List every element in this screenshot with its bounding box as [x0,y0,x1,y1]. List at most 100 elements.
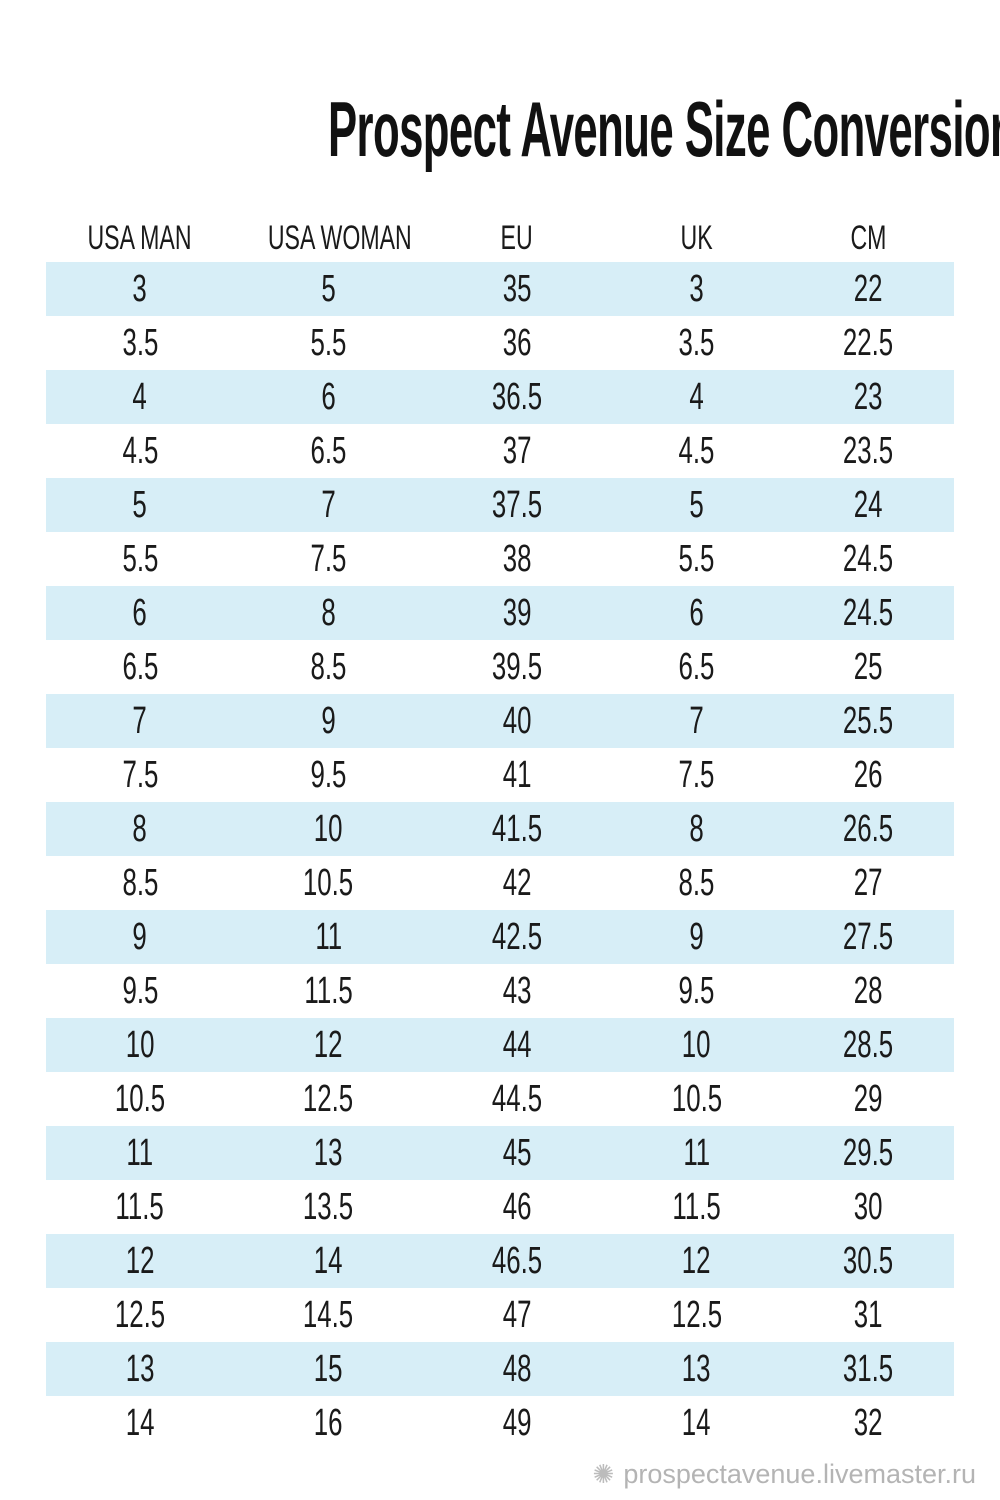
table-row: 12 14 46.5 12 30.5 [46,1234,954,1288]
table-cell: 27 [853,862,883,904]
table-cell: 29.5 [843,1132,894,1174]
table-cell: 26 [853,754,883,796]
column-header-cm: CM [850,219,887,257]
column-header-uk: UK [680,219,713,257]
table-cell: 39 [502,592,532,634]
table-cell: 8.5 [122,862,158,904]
table-cell: 25 [853,646,883,688]
table-cell: 10 [125,1024,155,1066]
table-cell: 9.5 [310,754,347,796]
table-cell: 11.5 [672,1186,721,1228]
table-cell: 13 [313,1132,343,1174]
column-header-usa-man: USA MAN [87,219,193,257]
table-cell: 35 [502,268,532,310]
table-cell: 6.5 [678,646,715,688]
table-cell: 40 [502,700,532,742]
table-cell: 45 [502,1132,532,1174]
table-cell: 24.5 [843,538,894,580]
table-cell: 7 [689,700,704,742]
table-cell: 6 [689,592,704,634]
table-cell: 8.5 [678,862,715,904]
table-cell: 10.5 [114,1078,166,1120]
table-cell: 5 [132,484,148,526]
table-header-row: USA MAN USA WOMAN EU UK CM [46,215,954,262]
table-cell: 7.5 [122,754,158,796]
table-cell: 30.5 [843,1240,894,1282]
table-cell: 31 [853,1294,883,1336]
table-cell: 7.5 [678,754,715,796]
table-cell: 13 [125,1348,155,1390]
table-row: 3.5 5.5 36 3.5 22.5 [46,316,954,370]
table-row: 5.5 7.5 38 5.5 24.5 [46,532,954,586]
table-row: 10 12 44 10 28.5 [46,1018,954,1072]
table-row: 11.5 13.5 46 11.5 30 [46,1180,954,1234]
table-cell: 8 [132,808,148,850]
table-cell: 27.5 [843,916,894,958]
table-cell: 5.5 [122,538,158,580]
table-cell: 24 [853,484,883,526]
table-cell: 9.5 [678,970,715,1012]
table-cell: 22 [853,268,883,310]
table-cell: 37 [502,430,532,472]
table-cell: 8 [689,808,704,850]
table-row: 13 15 48 13 31.5 [46,1342,954,1396]
table-cell: 4.5 [678,430,715,472]
table-row: 5 7 37.5 5 24 [46,478,954,532]
table-cell: 22.5 [843,322,894,364]
table-cell: 9.5 [122,970,158,1012]
table-cell: 38 [502,538,532,580]
table-cell: 10 [313,808,343,850]
table-cell: 49 [502,1402,532,1444]
table-cell: 16 [313,1402,343,1444]
table-cell: 23.5 [843,430,894,472]
table-cell: 5.5 [310,322,347,364]
table-cell: 15 [313,1348,343,1390]
table-row: 9 11 42.5 9 27.5 [46,910,954,964]
table-row: 8 10 41.5 8 26.5 [46,802,954,856]
table-cell: 36 [502,322,532,364]
table-cell: 6.5 [122,646,158,688]
column-header-usa-woman: USA WOMAN [267,219,412,257]
table-cell: 10.5 [303,862,354,904]
table-cell: 46 [502,1186,532,1228]
table-cell: 12 [682,1240,711,1282]
table-cell: 7.5 [310,538,347,580]
table-cell: 44 [502,1024,532,1066]
table-cell: 10 [682,1024,711,1066]
table-cell: 12.5 [114,1294,166,1336]
table-row: 8.5 10.5 42 8.5 27 [46,856,954,910]
size-conversion-table: USA MAN USA WOMAN EU UK CM 3 5 35 [46,215,954,1450]
table-cell: 8 [321,592,336,634]
table-cell: 10.5 [671,1078,722,1120]
table-cell: 31.5 [843,1348,894,1390]
table-cell: 14.5 [303,1294,354,1336]
table-cell: 29 [853,1078,883,1120]
table-cell: 11.5 [304,970,353,1012]
table-cell: 14 [682,1402,711,1444]
watermark: ✺ prospectavenue.livemaster.ru [593,1458,976,1490]
watermark-text: prospectavenue.livemaster.ru [623,1459,976,1489]
size-conversion-table-container: USA MAN USA WOMAN EU UK CM 3 5 35 [46,215,954,1450]
table-cell: 41 [502,754,532,796]
table-cell: 11 [314,916,342,958]
table-cell: 24.5 [843,592,894,634]
table-cell: 7 [321,484,336,526]
table-cell: 11.5 [115,1186,165,1228]
table-cell: 12 [313,1024,343,1066]
table-row: 7 9 40 7 25.5 [46,694,954,748]
table-cell: 37.5 [491,484,542,526]
table-row: 14 16 49 14 32 [46,1396,954,1450]
table-cell: 6 [321,376,336,418]
table-cell: 44.5 [491,1078,542,1120]
table-row: 12.5 14.5 47 12.5 31 [46,1288,954,1342]
table-cell: 5 [321,268,336,310]
table-cell: 46.5 [491,1240,542,1282]
column-header-eu: EU [500,219,533,257]
table-cell: 4 [689,376,704,418]
table-cell: 11 [126,1132,154,1174]
table-cell: 48 [502,1348,532,1390]
table-cell: 14 [125,1402,155,1444]
table-cell: 28.5 [843,1024,894,1066]
table-row: 4 6 36.5 4 23 [46,370,954,424]
